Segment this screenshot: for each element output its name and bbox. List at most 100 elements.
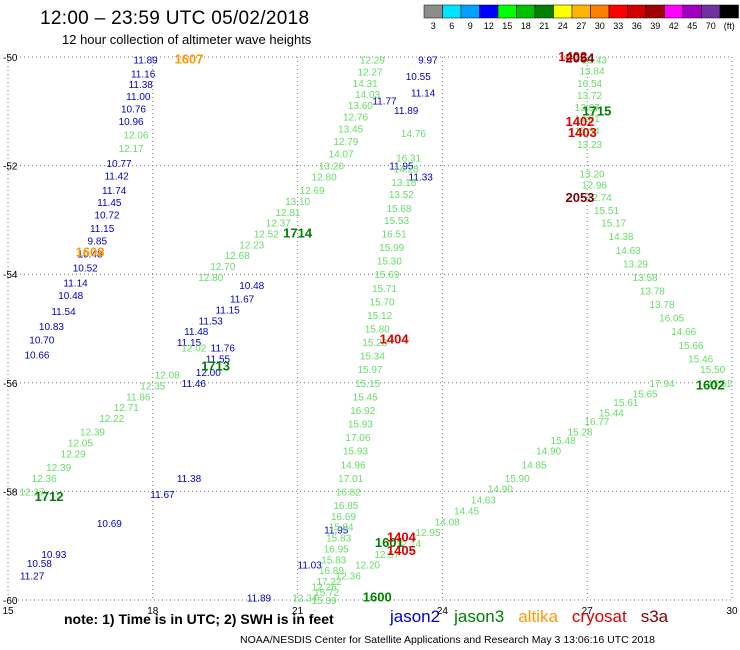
- data-label: 16.95: [324, 544, 349, 555]
- data-label: 11.14: [411, 88, 436, 99]
- data-label: 15.69: [374, 270, 399, 281]
- data-label: 11.45: [97, 198, 122, 209]
- data-label: 12.27: [20, 487, 45, 498]
- data-label: 10.72: [94, 210, 119, 221]
- data-label: 12.22: [99, 414, 124, 425]
- data-label: 12.26: [312, 582, 337, 593]
- colorbar-label: 42: [669, 21, 679, 31]
- data-label: 12.81: [275, 208, 300, 219]
- plot-frame: [7, 56, 733, 601]
- data-label: 1607: [175, 52, 204, 67]
- data-label: 13.58: [633, 273, 658, 284]
- data-label: 16.82: [336, 487, 361, 498]
- y-tick-label: -52: [3, 162, 18, 173]
- y-tick-label: -54: [3, 270, 18, 281]
- colorbar-swatch: [479, 4, 499, 19]
- colorbar-swatch: [516, 4, 536, 19]
- data-label: 2054: [565, 51, 595, 66]
- data-label: 15.28: [362, 338, 387, 349]
- data-label: 1600: [363, 589, 392, 604]
- data-label: 16.69: [331, 512, 356, 523]
- data-label: 13.20: [580, 170, 605, 181]
- data-label: 11.46: [182, 379, 207, 390]
- data-label: 11.27: [20, 572, 45, 583]
- data-label: 17.06: [345, 433, 370, 444]
- data-label: 13.43: [582, 56, 607, 67]
- data-label: 11.89: [394, 106, 419, 117]
- data-label: 2053: [565, 190, 594, 205]
- data-label: 11.77: [372, 96, 397, 107]
- data-label: 12.79: [333, 137, 358, 148]
- colorbar-swatch: [553, 4, 573, 19]
- data-label: 13.29: [623, 259, 648, 270]
- chart-title: 12:00 – 23:59 UTC 05/02/2018: [40, 8, 310, 29]
- data-label: 14.38: [608, 232, 633, 243]
- data-label: 1403: [568, 125, 597, 140]
- colorbar-label: 12: [484, 21, 494, 31]
- data-label: 15.34: [575, 126, 600, 137]
- data-label: 12.36: [32, 474, 57, 485]
- data-label: 13.78: [649, 300, 674, 311]
- data-label: 15.48: [551, 436, 576, 447]
- data-label: 10.48: [58, 291, 83, 302]
- data-label: 11.95: [324, 525, 349, 536]
- colorbar-label: 6: [449, 21, 454, 31]
- data-label: 15.61: [613, 398, 638, 409]
- data-label: 11.76: [211, 344, 236, 355]
- colorbar-swatch: [719, 4, 739, 19]
- data-label: 13.52: [389, 190, 414, 201]
- data-label: 10.58: [27, 559, 52, 570]
- data-label: 12.35: [140, 382, 165, 393]
- data-label: 12.36: [336, 572, 361, 583]
- data-label: 13.10: [285, 197, 310, 208]
- data-label: 16.92: [350, 406, 375, 417]
- data-label: 11.03: [298, 561, 323, 572]
- data-label: 1601: [375, 535, 404, 550]
- data-label: 12.20: [355, 561, 380, 572]
- colorbar-swatch: [460, 4, 480, 19]
- data-label: 13.72: [577, 91, 602, 102]
- x-tick-label: 15: [2, 606, 14, 617]
- data-label: 15.46: [688, 354, 713, 365]
- data-label: 15.93: [348, 420, 373, 431]
- data-label: 14.08: [435, 517, 460, 528]
- data-label: 15.99: [379, 243, 404, 254]
- data-label: 15.51: [594, 206, 619, 217]
- y-tick-label: -58: [3, 487, 18, 498]
- data-label: 16.54: [577, 79, 602, 90]
- y-tick-label: -60: [3, 596, 18, 607]
- data-label: 9.97: [418, 56, 438, 67]
- data-label: 10.83: [39, 322, 64, 333]
- data-label: 1714: [283, 225, 313, 240]
- data-label: 15.97: [357, 365, 382, 376]
- data-label: 15.68: [386, 204, 411, 215]
- data-label: 14.96: [341, 460, 366, 471]
- data-label: 12.27: [357, 68, 382, 79]
- data-label: 14.63: [616, 246, 641, 257]
- colorbar-swatch: [442, 4, 462, 19]
- data-label: 15.83: [326, 534, 351, 545]
- mission-legend: jason2 jason3 altika cryosat s3a: [390, 607, 682, 627]
- mission-legend-jason3: jason3: [454, 607, 505, 626]
- data-label: 12.29: [360, 56, 385, 67]
- data-label: 12.74: [587, 193, 612, 204]
- data-label: 13.60: [348, 101, 373, 112]
- data-label: 12.02: [181, 344, 206, 355]
- data-label: 14.81: [575, 114, 600, 125]
- chart-subtitle: 12 hour collection of altimeter wave hei…: [62, 32, 312, 47]
- data-label: 13.07: [575, 103, 600, 114]
- data-label: 12.29: [61, 449, 86, 460]
- data-label: 11.38: [177, 474, 202, 485]
- data-label: 15.44: [599, 409, 624, 420]
- x-tick-label: 21: [292, 606, 304, 617]
- data-label: 15.15: [355, 379, 380, 390]
- data-label: 15.84: [329, 523, 354, 534]
- data-label: 10.69: [97, 519, 122, 530]
- colorbar-swatch: [571, 4, 591, 19]
- data-label: 11.89: [247, 593, 272, 604]
- data-label: 12.69: [300, 186, 325, 197]
- data-label: 15.93: [343, 447, 368, 458]
- colorbar-swatch: [682, 4, 702, 19]
- colorbar-swatch: [701, 4, 721, 19]
- data-label: 11.74: [102, 186, 127, 197]
